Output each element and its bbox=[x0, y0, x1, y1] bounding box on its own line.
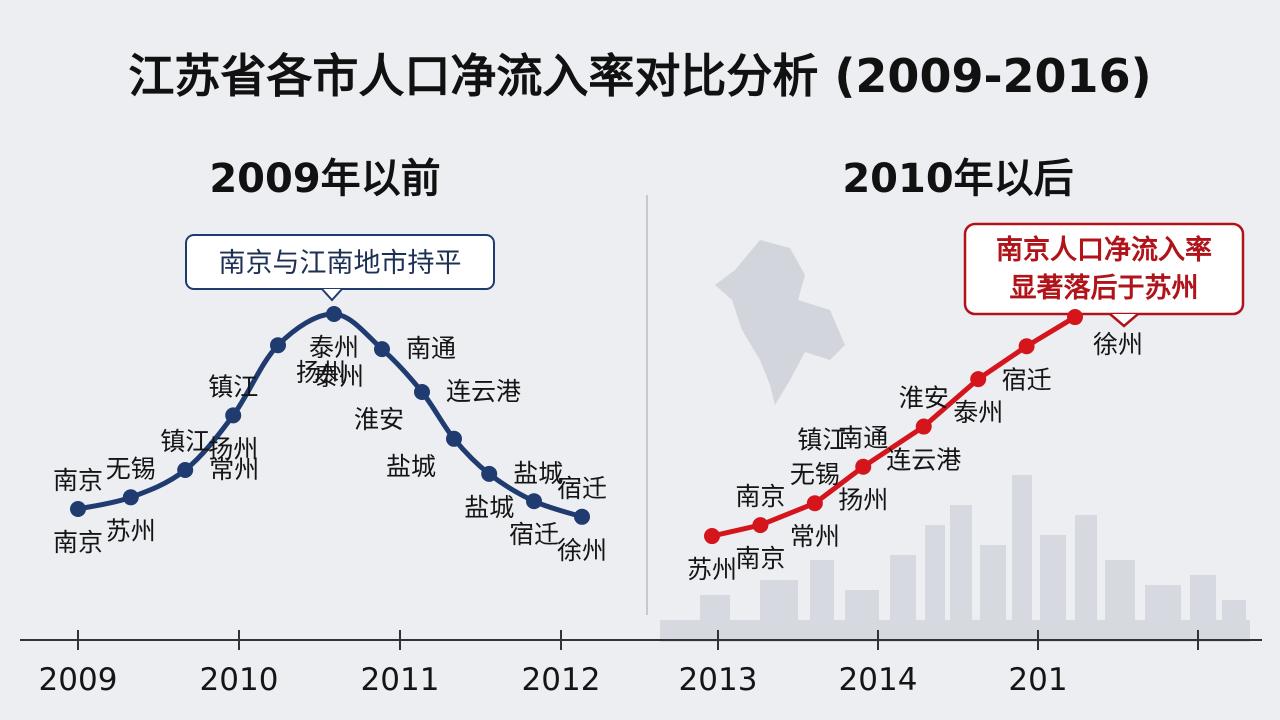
right-point-label-0-0: 苏州 bbox=[687, 555, 737, 584]
left-point-label-0-0: 南京 bbox=[53, 466, 103, 495]
right-point-label-1-0: 南京 bbox=[735, 482, 785, 511]
left-x-tick-label-0: 2009 bbox=[39, 662, 118, 698]
left-data-point-7 bbox=[414, 384, 430, 400]
left-point-label-0-1: 南京 bbox=[53, 528, 103, 557]
left-point-label-11-0: 宿迁 bbox=[557, 474, 607, 503]
right-data-point-3 bbox=[855, 458, 872, 475]
left-data-point-11 bbox=[574, 508, 590, 525]
left-point-label-1-0: 无锡 bbox=[106, 454, 156, 483]
right-callout-pointer bbox=[1109, 313, 1139, 328]
right-point-label-3-0: 南通 bbox=[838, 424, 888, 453]
left-point-label-6-0: 南通 bbox=[406, 334, 456, 363]
page-title: 江苏省各市人口净流入率对比分析 (2009-2016) bbox=[128, 49, 1151, 103]
right-point-label-1-1: 南京 bbox=[735, 544, 785, 573]
right-callout-line-1: 南京人口净流入率 bbox=[996, 234, 1212, 266]
left-point-label-7-1: 淮安 bbox=[354, 405, 404, 434]
left-x-tick-label-3: 2012 bbox=[522, 662, 601, 698]
left-data-point-3 bbox=[225, 407, 242, 424]
right-x-tick-label-0: 2013 bbox=[679, 662, 758, 698]
left-data-point-0 bbox=[70, 501, 86, 517]
left-point-label-10-0: 宿迁 bbox=[509, 520, 559, 549]
left-point-label-8-0: 盐城 bbox=[386, 452, 436, 481]
left-point-label-2-1: 常州 bbox=[209, 455, 259, 484]
left-point-label-6-1: 泰州 bbox=[314, 362, 364, 391]
left-point-label-9-0: 盐城 bbox=[513, 459, 563, 488]
left-data-point-2 bbox=[177, 462, 194, 478]
left-callout-text: 南京与江南地市持平 bbox=[219, 248, 462, 279]
left-point-label-3-0: 镇江 bbox=[208, 372, 258, 401]
left-point-label-3-1: 扬州 bbox=[208, 434, 258, 463]
right-data-point-6 bbox=[1018, 338, 1035, 355]
left-data-point-4 bbox=[270, 337, 286, 354]
right-point-label-3-2: 扬州 bbox=[838, 486, 888, 515]
right-data-point-0 bbox=[704, 528, 720, 545]
left-point-label-4-0: 扬州 bbox=[296, 358, 346, 387]
right-point-label-6-0: 宿迁 bbox=[1002, 365, 1052, 394]
left-panel-title: 2009年以前 bbox=[209, 156, 440, 202]
right-data-point-2 bbox=[806, 495, 823, 512]
left-data-point-5 bbox=[326, 306, 342, 322]
right-x-tick-label-2: 201 bbox=[1008, 662, 1067, 698]
right-point-label-2-0: 无锡 bbox=[790, 460, 840, 489]
right-point-label-2-1: 常州 bbox=[790, 522, 840, 551]
left-data-point-1 bbox=[122, 489, 139, 506]
right-x-tick-label-1: 2014 bbox=[839, 662, 918, 698]
city-skyline bbox=[660, 475, 1250, 642]
jiangsu-map-silhouette bbox=[715, 240, 845, 405]
left-data-point-6 bbox=[374, 341, 390, 358]
right-callout: 南京人口净流入率 显著落后于苏州 bbox=[963, 222, 1245, 316]
left-x-tick-label-2: 2011 bbox=[361, 662, 440, 698]
right-point-label-3-1: 镇江 bbox=[797, 426, 847, 455]
right-point-label-4-0: 淮安 bbox=[899, 384, 949, 413]
right-point-label-7-0: 徐州 bbox=[1093, 330, 1143, 359]
right-data-point-7 bbox=[1067, 309, 1083, 326]
right-data-point-5 bbox=[970, 371, 987, 388]
right-series-line bbox=[709, 314, 1078, 539]
right-callout-line-2: 显著落后于苏州 bbox=[1010, 273, 1199, 304]
right-data-point-1 bbox=[752, 517, 769, 534]
left-point-label-7-0: 连云港 bbox=[446, 377, 521, 406]
right-panel-title: 2010年以后 bbox=[842, 156, 1073, 202]
right-point-label-4-1: 连云港 bbox=[886, 446, 961, 475]
left-point-label-2-0: 镇江 bbox=[160, 427, 210, 456]
left-x-tick-label-1: 2010 bbox=[200, 662, 279, 698]
right-point-label-5-0: 泰州 bbox=[953, 398, 1003, 427]
left-data-point-9 bbox=[481, 465, 498, 482]
left-point-label-11-1: 徐州 bbox=[557, 536, 607, 565]
left-callout-pointer bbox=[321, 288, 343, 302]
left-point-label-1-1: 苏州 bbox=[106, 516, 156, 545]
left-point-label-5-0: 泰州 bbox=[309, 333, 359, 362]
left-data-point-8 bbox=[446, 430, 462, 447]
right-data-point-4 bbox=[915, 418, 932, 435]
left-callout: 南京与江南地市持平 bbox=[185, 234, 495, 290]
left-data-point-10 bbox=[526, 493, 542, 510]
left-point-label-9-1: 盐城 bbox=[464, 493, 514, 522]
